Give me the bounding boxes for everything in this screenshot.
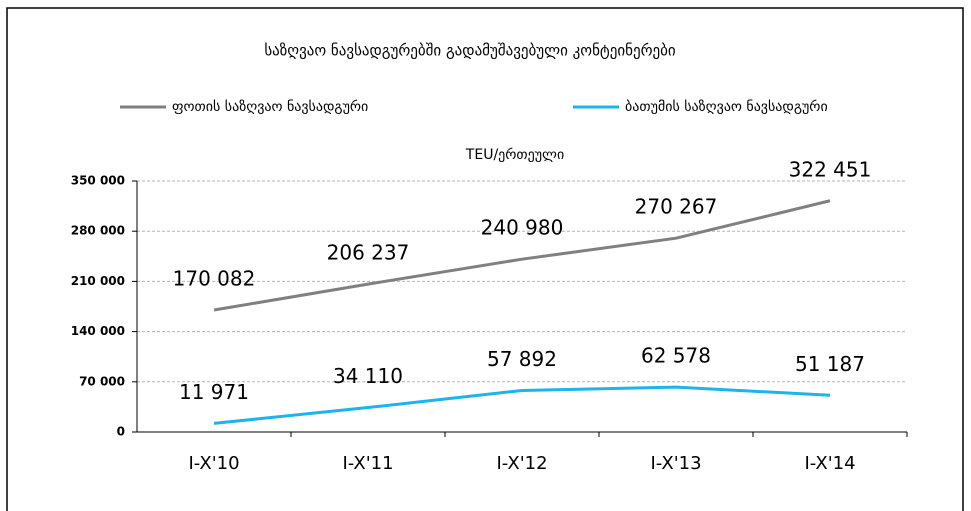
x-tick-label: I-X'11 [342,453,393,474]
data-label: 206 237 [327,241,410,265]
chart-title: საზღვაო ნავსადგურებში გადამუშავებული კონ… [264,42,676,60]
legend-label: ბათუმის საზღვაო ნავსადგური [625,98,828,115]
y-tick-label: 140 000 [71,324,125,338]
y-tick-label: 70 000 [79,374,125,388]
data-label: 34 110 [333,364,403,388]
series-line [213,385,831,425]
y-tick-label: 350 000 [71,174,125,188]
data-label: 51 187 [795,352,865,376]
y-tick-label: 280 000 [71,224,125,238]
data-label: 170 082 [173,267,256,291]
y-tick-label: 210 000 [71,274,125,288]
data-label: 270 267 [635,195,718,219]
legend-label: ფოთის საზღვაო ნავსადგური [172,98,368,115]
x-tick-label: I-X'12 [496,453,547,474]
x-tick-label: I-X'14 [804,453,855,474]
data-label: 11 971 [179,380,249,404]
data-label: 322 451 [789,157,872,181]
chart-subtitle: TEU/ერთეული [465,146,564,163]
data-label: 62 578 [641,344,711,368]
y-tick-label: 0 [117,425,125,439]
series-line [213,199,831,312]
data-label: 240 980 [481,216,564,240]
x-tick-label: I-X'10 [188,453,239,474]
x-tick-label: I-X'13 [650,453,701,474]
data-label: 57 892 [487,347,557,371]
chart-border [6,7,964,511]
